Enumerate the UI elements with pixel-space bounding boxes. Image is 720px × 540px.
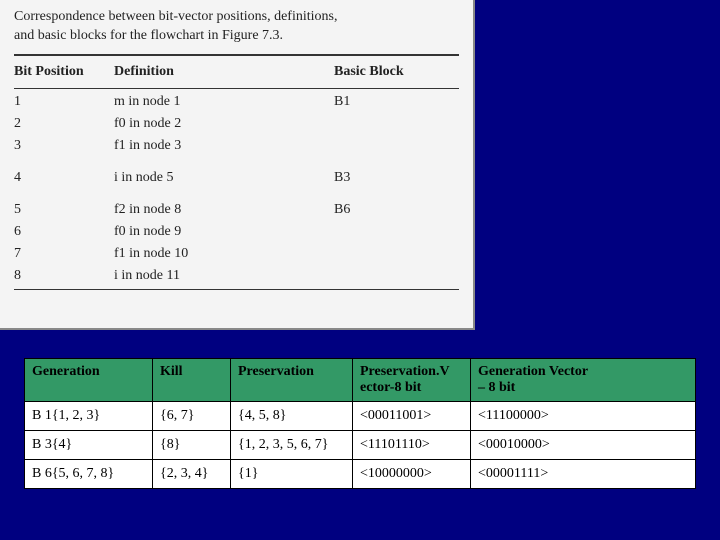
table-row: B 6{5, 6, 7, 8}{2, 3, 4}{1}<10000000><00… [25, 460, 696, 489]
scan-row: 4i in node 5B3 [14, 167, 459, 189]
table-cell-pres: {1, 2, 3, 5, 6, 7} [231, 431, 353, 460]
scan-cell-bb: B3 [334, 170, 459, 186]
table-cell-presv: <11101110> [353, 431, 471, 460]
table-row: B 1{1, 2, 3}{6, 7}{4, 5, 8}<00011001><11… [25, 402, 696, 431]
scanned-table-block: Correspondence between bit-vector positi… [0, 0, 475, 330]
table-header-row: Generation Kill Preservation Preservatio… [25, 359, 696, 402]
hdr-presv-l2: ector-8 bit [360, 380, 421, 395]
table-cell-kill: {2, 3, 4} [153, 460, 231, 489]
hdr-genv-l2: – 8 bit [478, 380, 515, 395]
hdr-presv-l1: Preservation.V [360, 364, 450, 379]
scan-header-row: Bit Position Definition Basic Block [14, 58, 459, 86]
scan-cell-bit: 7 [14, 246, 114, 262]
scan-cell-def: f1 in node 10 [114, 246, 334, 262]
scan-cell-bit: 8 [14, 268, 114, 284]
scan-row: 8i in node 11 [14, 265, 459, 287]
scan-title-line2: and basic blocks for the flowchart in Fi… [14, 28, 283, 43]
scan-cell-def: i in node 5 [114, 170, 334, 186]
scan-cell-bit: 1 [14, 94, 114, 110]
hdr-generation-vector: Generation Vector – 8 bit [471, 359, 696, 402]
scan-cell-def: f1 in node 3 [114, 138, 334, 154]
scan-cell-bb [334, 138, 459, 154]
scan-title: Correspondence between bit-vector positi… [14, 8, 459, 52]
scan-gap [14, 189, 459, 199]
table-cell-presv: <00011001> [353, 402, 471, 431]
scan-cell-def: m in node 1 [114, 94, 334, 110]
hdr-preservation-vector: Preservation.V ector-8 bit [353, 359, 471, 402]
scan-cell-def: f0 in node 9 [114, 224, 334, 240]
scan-row: 7f1 in node 10 [14, 243, 459, 265]
scan-cell-bit: 3 [14, 138, 114, 154]
generation-kill-table: Generation Kill Preservation Preservatio… [24, 358, 696, 489]
scan-row: 2f0 in node 2 [14, 113, 459, 135]
table-cell-pres: {1} [231, 460, 353, 489]
scan-title-line1: Correspondence between bit-vector positi… [14, 9, 337, 24]
scan-body: 1m in node 1B12f0 in node 23f1 in node 3… [14, 91, 459, 287]
scan-row: 3f1 in node 3 [14, 135, 459, 157]
scan-gap [14, 157, 459, 167]
table-cell-gen: B 6{5, 6, 7, 8} [25, 460, 153, 489]
hdr-kill: Kill [153, 359, 231, 402]
table-cell-gen: B 1{1, 2, 3} [25, 402, 153, 431]
scan-cell-def: i in node 11 [114, 268, 334, 284]
scan-cell-bit: 5 [14, 202, 114, 218]
scan-cell-def: f2 in node 8 [114, 202, 334, 218]
scan-cell-def: f0 in node 2 [114, 116, 334, 132]
scan-cell-bb: B1 [334, 94, 459, 110]
table-body: B 1{1, 2, 3}{6, 7}{4, 5, 8}<00011001><11… [25, 402, 696, 489]
scan-row: 5f2 in node 8B6 [14, 199, 459, 221]
scan-cell-bit: 4 [14, 170, 114, 186]
divider [14, 54, 459, 56]
hdr-preservation: Preservation [231, 359, 353, 402]
scan-cell-bit: 6 [14, 224, 114, 240]
scan-hdr-bb: Basic Block [334, 64, 459, 80]
table-cell-genv: <00001111> [471, 460, 696, 489]
scan-cell-bb [334, 224, 459, 240]
hdr-genv-l1: Generation Vector [478, 364, 588, 379]
scan-hdr-def: Definition [114, 64, 334, 80]
table-cell-gen: B 3{4} [25, 431, 153, 460]
scan-cell-bit: 2 [14, 116, 114, 132]
table-cell-kill: {8} [153, 431, 231, 460]
table-cell-pres: {4, 5, 8} [231, 402, 353, 431]
table-cell-genv: <00010000> [471, 431, 696, 460]
hdr-generation: Generation [25, 359, 153, 402]
table-row: B 3{4}{8}{1, 2, 3, 5, 6, 7}<11101110><00… [25, 431, 696, 460]
table-cell-genv: <11100000> [471, 402, 696, 431]
table-cell-presv: <10000000> [353, 460, 471, 489]
scan-cell-bb: B6 [334, 202, 459, 218]
divider [14, 289, 459, 290]
scan-cell-bb [334, 268, 459, 284]
scan-row: 6f0 in node 9 [14, 221, 459, 243]
table-cell-kill: {6, 7} [153, 402, 231, 431]
scan-cell-bb [334, 246, 459, 262]
scan-cell-bb [334, 116, 459, 132]
scan-row: 1m in node 1B1 [14, 91, 459, 113]
scan-hdr-bit: Bit Position [14, 64, 114, 80]
divider [14, 88, 459, 89]
